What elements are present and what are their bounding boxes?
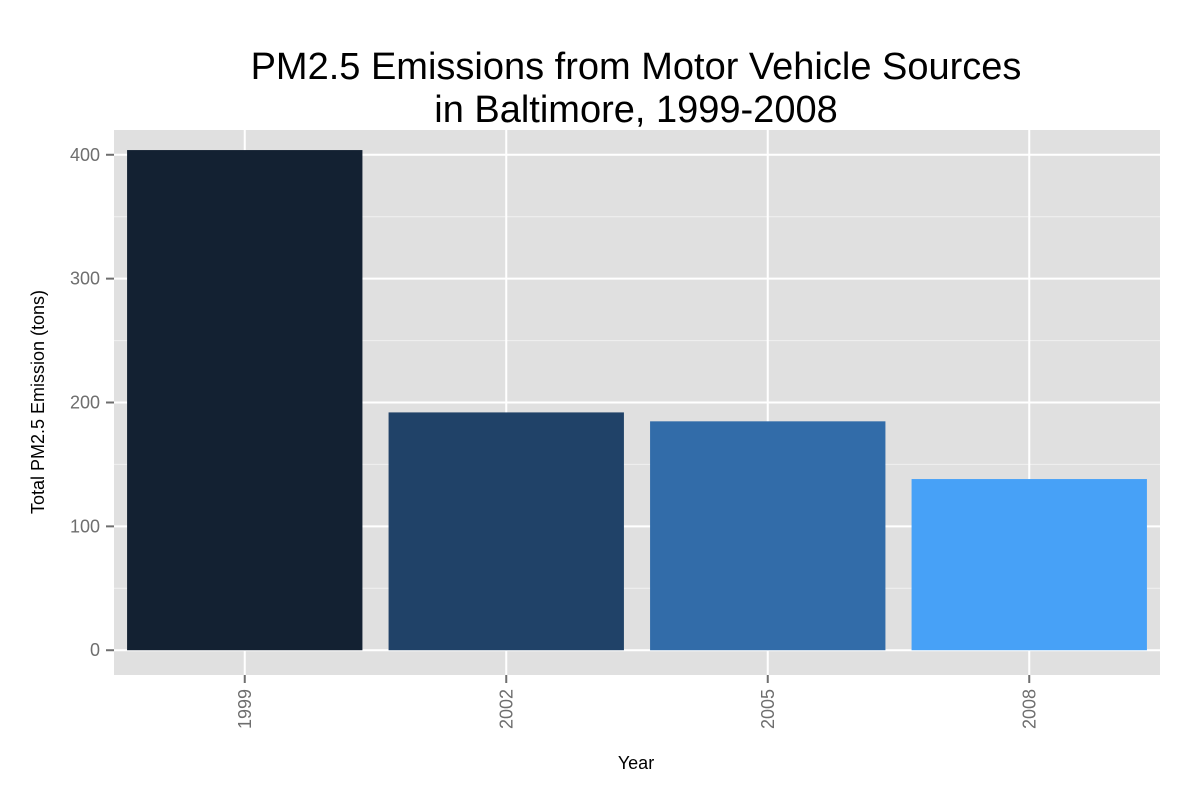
x-tick-label: 2002 — [496, 689, 516, 729]
x-tick-label: 2005 — [758, 689, 778, 729]
bar-1999 — [127, 150, 363, 651]
x-tick-label: 2008 — [1019, 689, 1039, 729]
bars — [127, 150, 1147, 651]
x-tick-label: 1999 — [235, 689, 255, 729]
y-tick-label: 200 — [70, 393, 100, 413]
bar-2002 — [388, 412, 624, 651]
y-tick-label: 100 — [70, 516, 100, 536]
y-tick-label: 400 — [70, 145, 100, 165]
y-tick-label: 300 — [70, 269, 100, 289]
bar-2005 — [650, 421, 886, 651]
x-axis: 1999 2002 2005 2008 — [235, 675, 1039, 729]
chart-title-line-2: in Baltimore, 1999-2008 — [434, 89, 837, 131]
x-axis-title: Year — [618, 753, 654, 773]
bar-2008 — [911, 479, 1147, 651]
chart-title-line-1: PM2.5 Emissions from Motor Vehicle Sourc… — [251, 46, 1022, 88]
y-axis: 0 100 200 300 400 — [70, 145, 114, 660]
y-tick-label: 0 — [90, 640, 100, 660]
y-axis-title: Total PM2.5 Emission (tons) — [28, 290, 48, 514]
